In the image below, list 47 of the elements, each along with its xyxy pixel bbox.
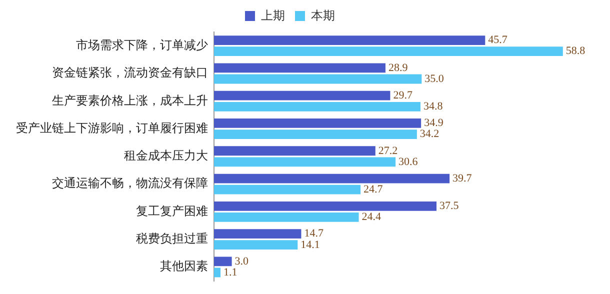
y-tick-label: 复工复产困难 (136, 204, 208, 218)
bar (214, 268, 221, 278)
y-tick-label: 其他因素 (160, 259, 208, 274)
data-label: 34.9 (424, 117, 444, 130)
data-label: 45.7 (488, 34, 508, 46)
data-label: 39.7 (452, 172, 472, 184)
bar (214, 102, 420, 112)
data-label: 34.2 (420, 128, 440, 140)
data-label: 24.7 (364, 183, 384, 196)
data-label: 29.7 (393, 89, 413, 102)
y-tick-label: 交通运输不畅，物流没有保障 (52, 176, 208, 190)
bar (214, 201, 436, 211)
y-tick-label: 生产要素价格上涨，成本上升 (52, 93, 208, 108)
y-tick-label: 税费负担过重 (136, 231, 208, 246)
data-label: 35.0 (424, 72, 444, 85)
y-tick-label: 市场需求下降，订单减少 (76, 38, 208, 52)
y-tick-label: 租金成本压力大 (124, 148, 208, 163)
bar (214, 240, 298, 250)
y-tick-label: 受产业链上下游影响，订单履行困难 (16, 120, 208, 135)
data-label: 37.5 (440, 200, 460, 212)
bar (214, 36, 486, 45)
bar (214, 229, 302, 239)
y-tick-label: 资金链紧张，流动资金有缺口 (52, 66, 208, 80)
bar (214, 63, 386, 73)
data-label: 28.9 (388, 62, 408, 74)
data-label: 14.7 (304, 228, 324, 240)
bar (214, 74, 422, 84)
legend-label: 本期 (311, 8, 335, 22)
data-label: 14.1 (300, 238, 320, 251)
bar (214, 184, 361, 194)
bar (214, 46, 563, 56)
data-label: 30.6 (398, 156, 418, 168)
bar (214, 118, 422, 128)
bar (214, 130, 417, 139)
bar (214, 90, 390, 100)
bar (214, 157, 396, 167)
data-label: 58.8 (566, 45, 586, 58)
data-label: 24.4 (362, 211, 382, 224)
data-label: 34.8 (423, 100, 444, 113)
bar (214, 146, 376, 156)
legend-label: 上期 (261, 8, 285, 22)
data-label: 1.1 (224, 266, 238, 278)
data-label: 27.2 (378, 144, 398, 157)
bar (214, 256, 232, 266)
bar (214, 174, 450, 184)
bar (214, 212, 359, 222)
data-label: 3.0 (234, 255, 250, 268)
